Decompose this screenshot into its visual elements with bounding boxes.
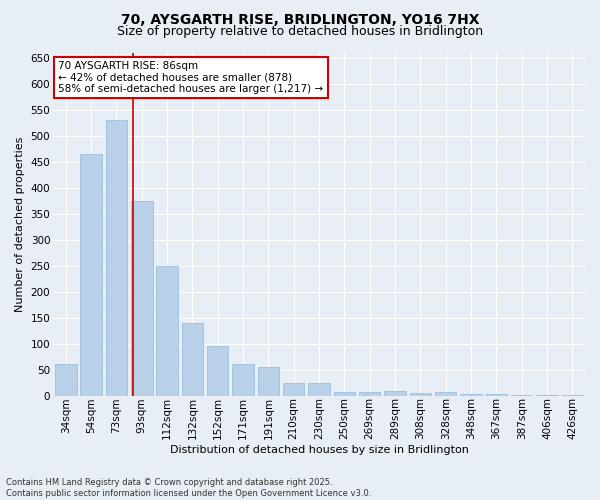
- Text: Contains HM Land Registry data © Crown copyright and database right 2025.
Contai: Contains HM Land Registry data © Crown c…: [6, 478, 371, 498]
- Bar: [157, 266, 178, 396]
- Bar: [131, 201, 152, 396]
- Bar: [485, 394, 507, 396]
- Text: 70, AYSGARTH RISE, BRIDLINGTON, YO16 7HX: 70, AYSGARTH RISE, BRIDLINGTON, YO16 7HX: [121, 12, 479, 26]
- Bar: [384, 390, 406, 396]
- Bar: [55, 364, 77, 396]
- Bar: [283, 383, 304, 396]
- Bar: [308, 383, 330, 396]
- Bar: [80, 154, 102, 396]
- Text: Size of property relative to detached houses in Bridlington: Size of property relative to detached ho…: [117, 25, 483, 38]
- Bar: [207, 346, 229, 396]
- X-axis label: Distribution of detached houses by size in Bridlington: Distribution of detached houses by size …: [170, 445, 469, 455]
- Bar: [334, 392, 355, 396]
- Bar: [182, 323, 203, 396]
- Bar: [511, 395, 532, 396]
- Text: 70 AYSGARTH RISE: 86sqm
← 42% of detached houses are smaller (878)
58% of semi-d: 70 AYSGARTH RISE: 86sqm ← 42% of detache…: [58, 61, 323, 94]
- Bar: [410, 394, 431, 396]
- Bar: [106, 120, 127, 396]
- Bar: [257, 368, 279, 396]
- Bar: [359, 392, 380, 396]
- Y-axis label: Number of detached properties: Number of detached properties: [15, 136, 25, 312]
- Bar: [460, 394, 482, 396]
- Bar: [435, 392, 457, 396]
- Bar: [232, 364, 254, 396]
